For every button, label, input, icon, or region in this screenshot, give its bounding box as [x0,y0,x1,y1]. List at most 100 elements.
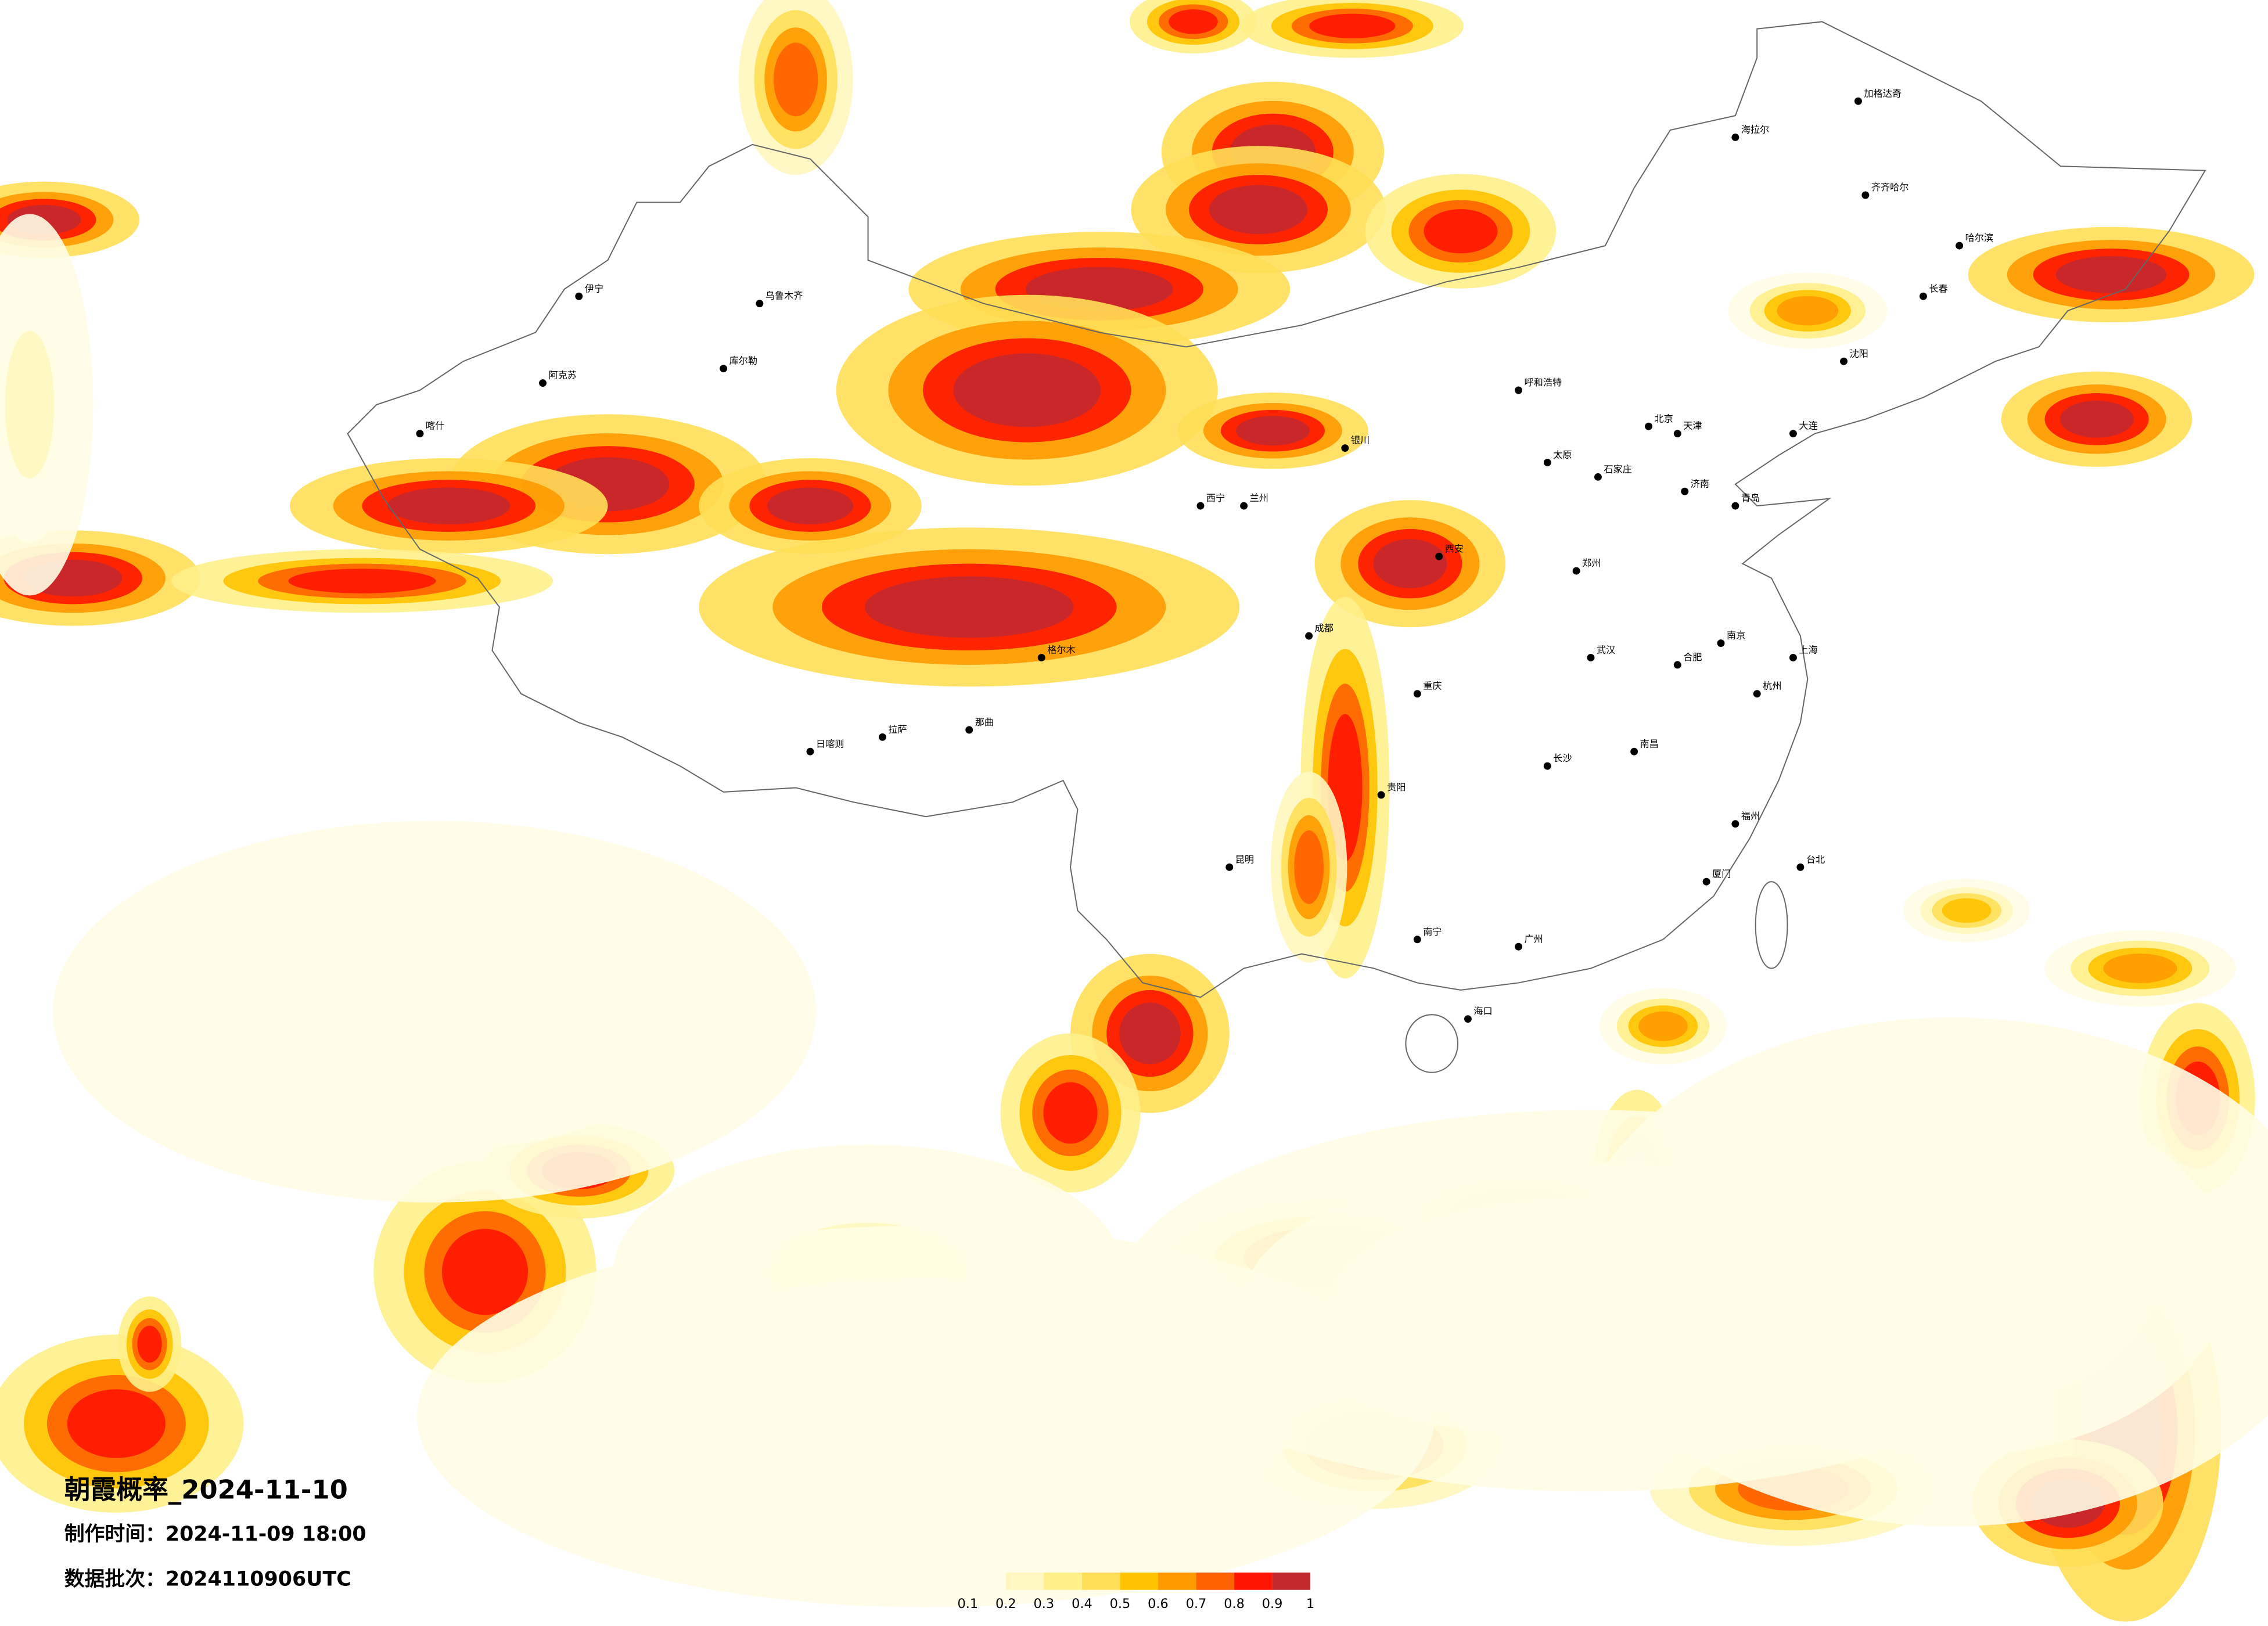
probability-area [774,42,818,117]
probability-area [1777,296,1839,326]
city-dot [1594,473,1602,481]
probability-area [1235,416,1310,446]
probability-area [1294,830,1324,904]
city-dot [720,365,728,373]
city-dot [1515,386,1523,394]
legend-swatch [1120,1572,1158,1590]
city-label: 阿克苏 [549,370,577,381]
city-label: 昆明 [1235,854,1254,865]
legend-tick-label: 0.6 [1148,1596,1169,1611]
probability-area [953,353,1101,427]
legend-tick-label: 0.9 [1262,1596,1283,1611]
city-dot [1956,242,1964,250]
city-dot [1630,747,1638,756]
probability-area [1805,1173,2100,1370]
city-dot [1731,133,1739,141]
city-label: 沈阳 [1850,348,1868,359]
city-label: 大连 [1799,420,1817,431]
city-label: 兰州 [1250,492,1268,503]
city-dot [1854,97,1862,105]
city-dot [1377,791,1385,799]
city-dot [1240,502,1248,510]
city-dot [1717,639,1725,647]
city-dot [416,430,424,438]
probability-area [1119,1002,1181,1064]
city-dot [539,379,547,387]
probability-area [387,487,511,524]
city-dot [1305,632,1313,640]
country-outline [347,21,2206,998]
city-dot [1796,863,1805,871]
city-label: 齐齐哈尔 [1871,182,1909,193]
city-dot [1413,936,1421,944]
city-label: 喀什 [426,420,444,431]
city-dot [1673,661,1681,669]
probability-area [2055,256,2167,293]
probability-area [1424,209,1498,254]
taiwan-outline [1755,881,1788,969]
city-dot [1840,357,1848,365]
city-label: 伊宁 [585,283,603,294]
city-dot [1225,863,1234,871]
probability-area [1309,13,1396,38]
legend: 0.1 0.2 0.3 0.4 0.5 0.6 0.7 0.8 0.9 1 [957,1572,1314,1611]
city-label: 南京 [1727,630,1745,641]
city-label: 广州 [1525,933,1543,944]
city-label: 西宁 [1206,492,1225,503]
legend-tick-label: 0.7 [1186,1596,1207,1611]
city-dot [1341,444,1349,452]
legend-swatch [1081,1572,1120,1590]
legend-swatch [1272,1572,1311,1590]
city-dot [1919,292,1927,300]
city-dot [1413,690,1421,698]
probability-area [2059,401,2134,438]
city-dot [1673,430,1681,438]
probability-area [767,487,854,524]
city-label: 厦门 [1712,868,1731,879]
probability-area [729,1343,1123,1491]
city-label: 台北 [1806,854,1825,865]
city-dot [1572,567,1580,575]
city-dot [1435,552,1443,560]
probability-area [441,1229,529,1315]
city-label: 北京 [1655,413,1673,424]
city-dot [1196,502,1205,510]
hainan-outline [1405,1014,1459,1073]
city-label: 武汉 [1597,645,1615,656]
map-title: 朝霞概率_2024-11-10 [64,1474,348,1505]
legend-tick-label: 0.5 [1110,1596,1131,1611]
legend-swatch [1044,1572,1082,1590]
city-dot [1681,487,1689,495]
city-dot [575,292,583,300]
city-dot [1464,1015,1472,1023]
city-label: 那曲 [975,717,994,728]
probability-area [288,569,436,593]
city-label: 长沙 [1553,753,1572,764]
probability-area [67,1389,166,1458]
city-label: 太原 [1553,449,1572,461]
legend-swatch [1005,1572,1044,1590]
probability-area [287,938,582,1086]
city-label: 银川 [1351,435,1370,446]
city-label: 日喀则 [816,738,844,749]
legend-tick-label: 0.3 [1034,1596,1055,1611]
legend-swatch [1234,1572,1273,1590]
city-dot [1702,877,1710,886]
city-dot [1515,942,1523,951]
city-dot [756,300,764,308]
city-dot [1789,430,1797,438]
probability-area [864,576,1074,638]
city-label: 哈尔滨 [1965,232,1993,243]
legend-tick-label: 0.2 [995,1596,1016,1611]
city-dot [1543,458,1551,466]
city-dot [878,733,886,741]
city-label: 海口 [1473,1006,1492,1017]
city-label: 格尔木 [1047,645,1075,656]
issued-time: 制作时间：2024-11-09 18:00 [64,1523,366,1546]
city-label: 合肥 [1683,652,1702,663]
legend-tick-label: 1 [1306,1596,1314,1611]
city-dot [1789,653,1797,661]
